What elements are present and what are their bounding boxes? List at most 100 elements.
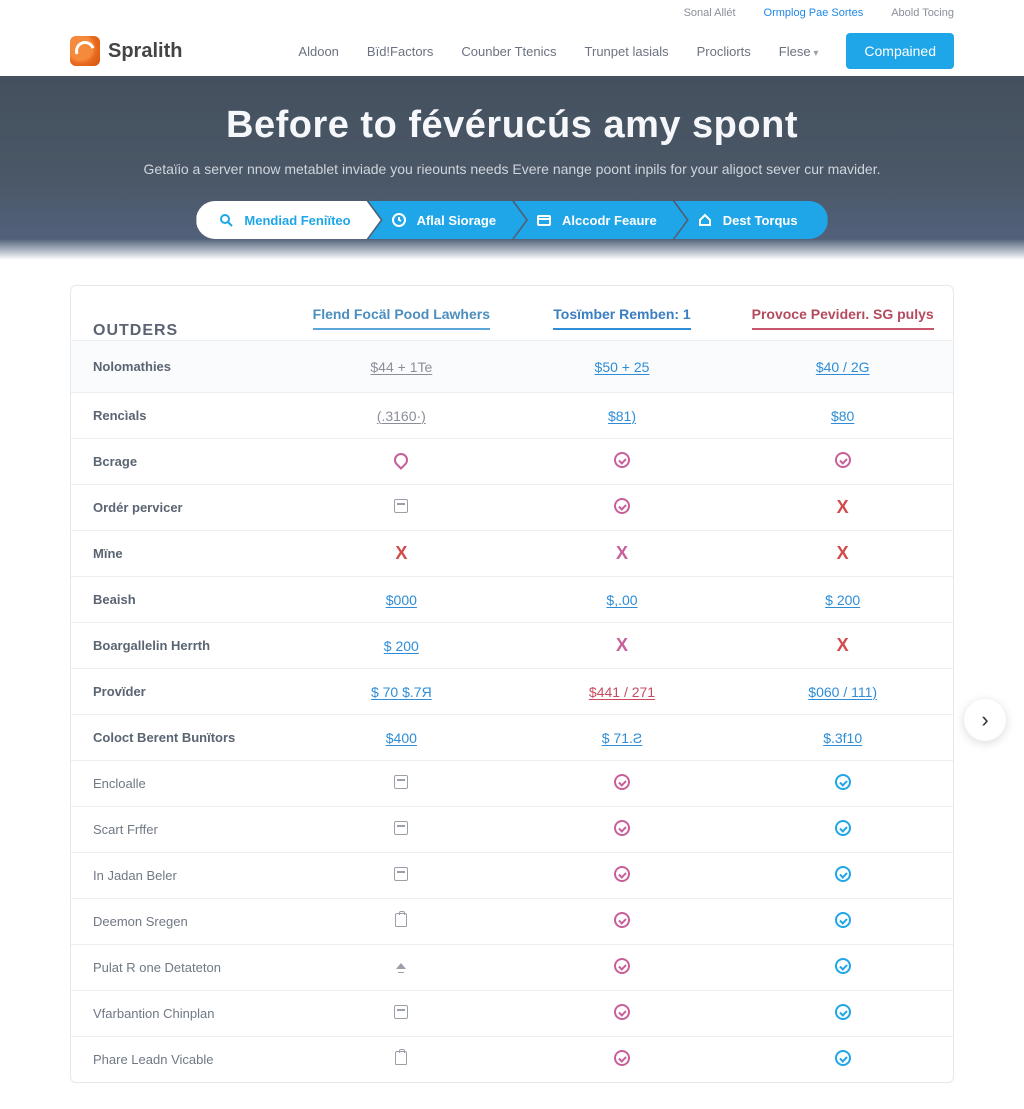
table-cell: X xyxy=(732,497,953,518)
cross-icon: X xyxy=(837,543,849,563)
table-cell xyxy=(732,774,953,793)
table-cell: $80 xyxy=(732,408,953,424)
topmini-link[interactable]: Ormplog Pae Sortes xyxy=(764,7,864,19)
nav-link[interactable]: Aldoon xyxy=(298,44,338,59)
table-cell: X xyxy=(732,543,953,564)
table-row: Phare Leadn Vicable xyxy=(71,1036,953,1082)
cross-icon: X xyxy=(837,497,849,517)
hero-fade xyxy=(0,239,1024,259)
box-icon xyxy=(394,499,408,513)
table-cell xyxy=(291,913,512,930)
table-cell xyxy=(512,958,733,977)
hero-tab[interactable]: Mendiad Feniïteo xyxy=(196,201,380,239)
next-arrow-button[interactable]: › xyxy=(964,699,1006,741)
table-cell: $060 / 111) xyxy=(732,684,953,700)
nav-link[interactable]: Bïd!Factors xyxy=(367,44,433,59)
table-header: OUTDERSFlend Focäl Pood LawhersTosïmber … xyxy=(71,286,953,340)
row-label: Vfarbantion Chinplan xyxy=(71,1006,291,1021)
table-cell xyxy=(512,452,733,471)
topmini-link[interactable]: Abold Tocing xyxy=(891,7,954,19)
hero-tab-label: Alccodr Feаure xyxy=(562,213,657,228)
row-label: Boargallelin Herrth xyxy=(71,638,291,653)
row-label: Nolomathies xyxy=(71,359,291,374)
table-row: Deemon Sregen xyxy=(71,898,953,944)
row-label: Provïder xyxy=(71,684,291,699)
brand[interactable]: Spralith xyxy=(70,36,182,66)
table-cell: $ 71.Ƨ xyxy=(512,730,733,746)
brand-name: Spralith xyxy=(108,40,182,63)
row-label: Pulat R one Detateton xyxy=(71,960,291,975)
table-row: Provïder$ 70 $.7Я$441 / 271$060 / 111) xyxy=(71,668,953,714)
cross-icon: X xyxy=(395,543,407,563)
box-icon xyxy=(394,821,408,835)
hero-tab[interactable]: Aflal Siorage xyxy=(369,201,526,239)
table-row: Pulat R one Detateton xyxy=(71,944,953,990)
content-wrap: OUTDERSFlend Focäl Pood LawhersTosïmber … xyxy=(0,259,1024,1109)
header: Spralith Aldoon Bïd!Factors Counber Ttenic… xyxy=(0,26,1024,76)
table-cell xyxy=(291,1051,512,1068)
table-cell xyxy=(732,1004,953,1023)
table-cell xyxy=(291,867,512,884)
table-row: Bcrage xyxy=(71,438,953,484)
table-cell xyxy=(291,453,512,470)
table-cell: $ 200 xyxy=(732,592,953,608)
topmini-link[interactable]: Sonal Allét xyxy=(684,7,736,19)
hero-tab-label: Mendiad Feniïteo xyxy=(244,213,350,228)
main-nav: Aldoon Bïd!Factors Counber Ttenics Trunpet … xyxy=(298,33,954,69)
table-row: Scart Frffer xyxy=(71,806,953,852)
table-cell: X xyxy=(512,543,733,564)
box-icon xyxy=(394,867,408,881)
check-icon xyxy=(614,866,630,882)
hero-tab[interactable]: Alccodr Feаure xyxy=(514,201,687,239)
table-cell: $400 xyxy=(291,730,512,746)
table-cell xyxy=(291,959,512,976)
row-label: Encloalle xyxy=(71,776,291,791)
cta-button[interactable]: Compained xyxy=(846,33,954,69)
box-icon xyxy=(394,775,408,789)
nav-link[interactable]: Procliorts xyxy=(697,44,751,59)
row-label: In Jadan Beler xyxy=(71,868,291,883)
check-icon xyxy=(835,820,851,836)
row-label: Scart Frffer xyxy=(71,822,291,837)
table-cell xyxy=(291,775,512,792)
row-label: Coloct Berent Bunïtors xyxy=(71,730,291,745)
clipboard-icon xyxy=(395,913,407,927)
table-row: MïneXXX xyxy=(71,530,953,576)
row-label: Deemon Sregen xyxy=(71,914,291,929)
upload-icon xyxy=(394,959,408,973)
row-label: Rencìals xyxy=(71,408,291,423)
nav-link[interactable]: Flese xyxy=(779,44,819,59)
table-cell xyxy=(732,866,953,885)
table-cell: $.3f10 xyxy=(732,730,953,746)
check-icon xyxy=(835,866,851,882)
table-column-header[interactable]: Tosïmber Remben: 1 xyxy=(512,306,733,340)
table-cell: $40 / 2G xyxy=(732,359,953,375)
table-cell xyxy=(512,912,733,931)
table-cell: X xyxy=(512,635,733,656)
top-mini-bar: Sonal Allét Ormplog Pae Sortes Abold Tocin… xyxy=(0,0,1024,26)
nav-link[interactable]: Trunpet lasials xyxy=(585,44,669,59)
card-icon xyxy=(536,212,552,228)
table-row: Boargallelin Herrth$ 200XX xyxy=(71,622,953,668)
check-icon xyxy=(614,774,630,790)
row-label: Ordér pervicer xyxy=(71,500,291,515)
table-column-header[interactable]: Flend Focäl Pood Lawhers xyxy=(291,306,512,340)
table-row: Encloalle xyxy=(71,760,953,806)
table-cell: $000 xyxy=(291,592,512,608)
clipboard-icon xyxy=(395,1051,407,1065)
table-cell xyxy=(512,774,733,793)
table-cell: (.3160·) xyxy=(291,408,512,424)
nav-link[interactable]: Counber Ttenics xyxy=(461,44,556,59)
check-icon xyxy=(614,452,630,468)
table-cell: $50 + 25 xyxy=(512,359,733,375)
table-cell xyxy=(732,820,953,839)
check-icon xyxy=(614,958,630,974)
hero-tab[interactable]: Dest Torqus xyxy=(675,201,828,239)
table-row: Nolomathies$44 + 1Te$50 + 25$40 / 2G xyxy=(71,340,953,392)
check-icon xyxy=(614,820,630,836)
table-cell: X xyxy=(732,635,953,656)
table-cell: $81) xyxy=(512,408,733,424)
table-column-header[interactable]: Provoce Peviderı. SG pulуs xyxy=(732,306,953,340)
table-cell: $ 70 $.7Я xyxy=(291,684,512,700)
table-cell xyxy=(732,1050,953,1069)
